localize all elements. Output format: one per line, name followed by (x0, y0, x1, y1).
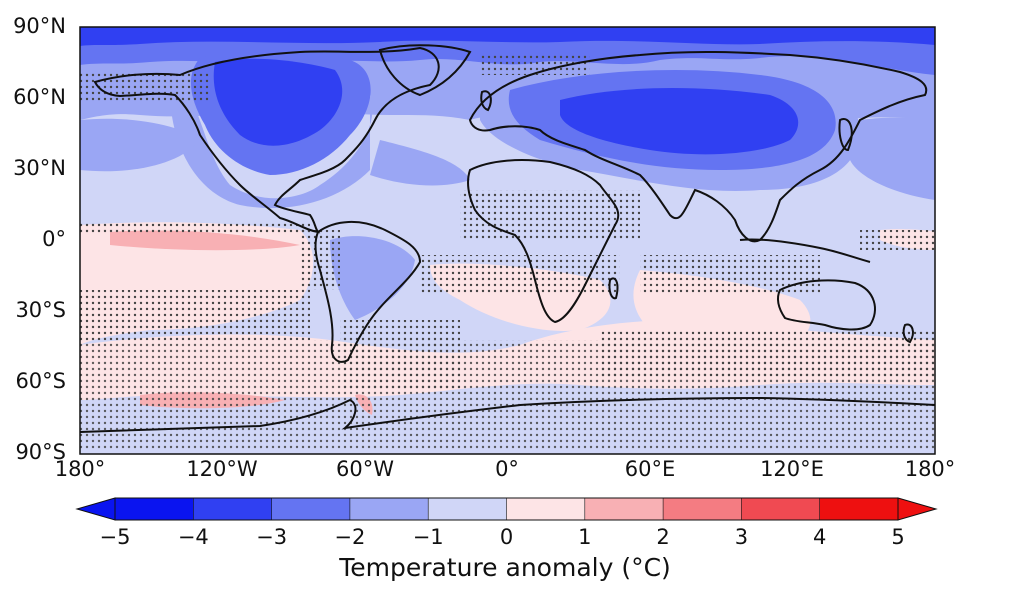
coastlines (80, 44, 935, 433)
significance-stippling (80, 55, 935, 450)
lon-tick: 120°W (186, 457, 258, 481)
lat-tick: 30°S (15, 298, 66, 322)
lat-tick: 90°N (13, 14, 66, 38)
colorbar-extend-max (897, 497, 938, 521)
colorbar-tick-label: 0 (499, 525, 514, 549)
lat-tick: 60°S (15, 369, 66, 393)
colorbar-tick-label: 4 (813, 525, 827, 549)
colorbar-tick-label: 2 (656, 525, 670, 549)
colorbar-segment (193, 498, 273, 520)
colorbar-tick-label: −3 (256, 525, 288, 549)
colorbar (75, 497, 938, 521)
colorbar-segment (428, 498, 507, 520)
colorbar-segment (271, 498, 351, 520)
colorbar-tick-label: 1 (578, 525, 592, 549)
lat-tick: 90°S (15, 440, 66, 464)
colorbar-tick-label: 3 (734, 525, 749, 549)
colorbar-tick-label: 5 (891, 525, 905, 549)
colorbar-segment (663, 498, 742, 520)
lon-tick: 60°E (624, 457, 676, 481)
lon-tick: 120°E (760, 457, 824, 481)
colorbar-segment (584, 498, 664, 520)
lon-tick: 0° (495, 457, 519, 481)
colorbar-segment (741, 498, 821, 520)
colorbar-tick-label: −5 (99, 525, 131, 549)
map-frame (79, 26, 936, 455)
colorbar-segment (819, 498, 899, 520)
colorbar-extend-min (75, 497, 116, 521)
lon-tick: 180° (54, 457, 106, 481)
anomaly-field (80, 27, 935, 454)
lat-tick: 0° (42, 227, 66, 251)
colorbar-segment (115, 498, 194, 520)
colorbar-segment (349, 498, 429, 520)
lon-tick: 180° (904, 457, 956, 481)
colorbar-tick-label: −2 (334, 525, 366, 549)
colorbar-segment (506, 498, 586, 520)
colorbar-tick-label: −1 (412, 525, 444, 549)
colorbar-tick-label: −4 (177, 525, 209, 549)
lat-tick: 30°N (13, 156, 66, 180)
lat-tick: 60°N (13, 85, 66, 109)
lon-tick: 60°W (336, 457, 394, 481)
colorbar-label: Temperature anomaly (°C) (339, 553, 671, 582)
